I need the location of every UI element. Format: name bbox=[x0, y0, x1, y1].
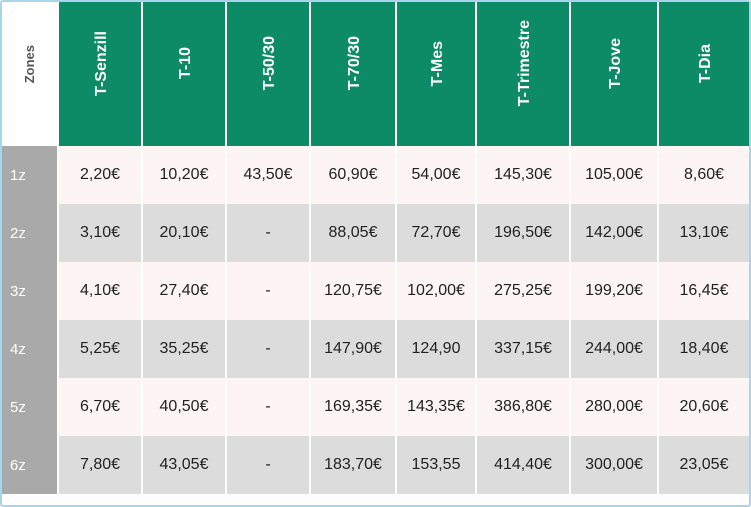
price-cell: 54,00€ bbox=[396, 146, 477, 204]
price-cell: 72,70€ bbox=[396, 204, 477, 262]
column-header-label: T-Senzill bbox=[93, 31, 110, 96]
table-row: 1z 2,20€ 10,20€ 43,50€ 60,90€ 54,00€ 145… bbox=[2, 146, 749, 204]
price-cell: 35,25€ bbox=[142, 320, 227, 378]
price-cell: 196,50€ bbox=[476, 204, 571, 262]
price-cell: 18,40€ bbox=[658, 320, 749, 378]
column-header-label: T-Dia bbox=[697, 43, 714, 84]
table-row: 4z 5,25€ 35,25€ - 147,90€ 124,90 337,15€… bbox=[2, 320, 749, 378]
table-row: 3z 4,10€ 27,40€ - 120,75€ 102,00€ 275,25… bbox=[2, 262, 749, 320]
zone-label: 3z bbox=[2, 262, 59, 320]
price-cell: 386,80€ bbox=[476, 378, 571, 436]
price-cell: 20,10€ bbox=[142, 204, 227, 262]
price-cell: 8,60€ bbox=[658, 146, 749, 204]
zone-label: 1z bbox=[2, 146, 59, 204]
price-cell: 7,80€ bbox=[58, 436, 143, 494]
zones-header-label: Zones bbox=[22, 45, 37, 84]
price-cell: 183,70€ bbox=[310, 436, 397, 494]
column-header-label: T-Trimestre bbox=[516, 20, 533, 107]
table-row: 5z 6,70€ 40,50€ - 169,35€ 143,35€ 386,80… bbox=[2, 378, 749, 436]
price-cell: 280,00€ bbox=[570, 378, 659, 436]
price-cell: 337,15€ bbox=[476, 320, 571, 378]
zone-label: 6z bbox=[2, 436, 59, 494]
column-header-t-70-30: T-70/30 bbox=[310, 2, 397, 146]
price-cell: 244,00€ bbox=[570, 320, 659, 378]
column-header-label: T-10 bbox=[177, 47, 194, 80]
price-cell: - bbox=[226, 436, 311, 494]
price-cell: 10,20€ bbox=[142, 146, 227, 204]
price-cell: 60,90€ bbox=[310, 146, 397, 204]
column-header-label: T-Mes bbox=[429, 40, 446, 87]
price-cell: 124,90 bbox=[396, 320, 477, 378]
price-cell: 120,75€ bbox=[310, 262, 397, 320]
price-cell: 43,05€ bbox=[142, 436, 227, 494]
column-header-t-trimestre: T-Trimestre bbox=[476, 2, 571, 146]
price-cell: 153,55 bbox=[396, 436, 477, 494]
price-cell: 23,05€ bbox=[658, 436, 749, 494]
price-cell: 43,50€ bbox=[226, 146, 311, 204]
price-cell: 27,40€ bbox=[142, 262, 227, 320]
column-header-label: T-Jove bbox=[607, 38, 624, 89]
column-header-t-10: T-10 bbox=[142, 2, 227, 146]
price-cell: 147,90€ bbox=[310, 320, 397, 378]
zone-label: 4z bbox=[2, 320, 59, 378]
column-header-label: T-50/30 bbox=[261, 36, 278, 91]
price-cell: 5,25€ bbox=[58, 320, 143, 378]
price-cell: 142,00€ bbox=[570, 204, 659, 262]
price-cell: 199,20€ bbox=[570, 262, 659, 320]
fare-table: Zones T-Senzill T-10 T-50/30 T-70/30 T-M… bbox=[2, 2, 749, 494]
column-header-label: T-70/30 bbox=[346, 36, 363, 91]
price-cell: 2,20€ bbox=[58, 146, 143, 204]
price-cell: 275,25€ bbox=[476, 262, 571, 320]
price-cell: 16,45€ bbox=[658, 262, 749, 320]
price-cell: 3,10€ bbox=[58, 204, 143, 262]
price-cell: 13,10€ bbox=[658, 204, 749, 262]
column-header-t-senzill: T-Senzill bbox=[58, 2, 143, 146]
price-cell: 414,40€ bbox=[476, 436, 571, 494]
price-cell: 105,00€ bbox=[570, 146, 659, 204]
zone-label: 5z bbox=[2, 378, 59, 436]
column-header-t-50-30: T-50/30 bbox=[226, 2, 311, 146]
zones-header: Zones bbox=[2, 2, 59, 146]
price-cell: - bbox=[226, 320, 311, 378]
price-cell: 4,10€ bbox=[58, 262, 143, 320]
column-header-t-dia: T-Dia bbox=[658, 2, 749, 146]
column-header-t-jove: T-Jove bbox=[570, 2, 659, 146]
price-cell: 143,35€ bbox=[396, 378, 477, 436]
price-cell: 169,35€ bbox=[310, 378, 397, 436]
price-cell: 6,70€ bbox=[58, 378, 143, 436]
price-cell: 40,50€ bbox=[142, 378, 227, 436]
price-cell: - bbox=[226, 204, 311, 262]
header-row: Zones T-Senzill T-10 T-50/30 T-70/30 T-M… bbox=[2, 2, 749, 146]
table-row: 2z 3,10€ 20,10€ - 88,05€ 72,70€ 196,50€ … bbox=[2, 204, 749, 262]
price-cell: 145,30€ bbox=[476, 146, 571, 204]
price-cell: 102,00€ bbox=[396, 262, 477, 320]
price-cell: - bbox=[226, 378, 311, 436]
price-cell: 20,60€ bbox=[658, 378, 749, 436]
price-cell: - bbox=[226, 262, 311, 320]
table-row: 6z 7,80€ 43,05€ - 183,70€ 153,55 414,40€… bbox=[2, 436, 749, 494]
zone-label: 2z bbox=[2, 204, 59, 262]
column-header-t-mes: T-Mes bbox=[396, 2, 477, 146]
price-cell: 88,05€ bbox=[310, 204, 397, 262]
price-cell: 300,00€ bbox=[570, 436, 659, 494]
